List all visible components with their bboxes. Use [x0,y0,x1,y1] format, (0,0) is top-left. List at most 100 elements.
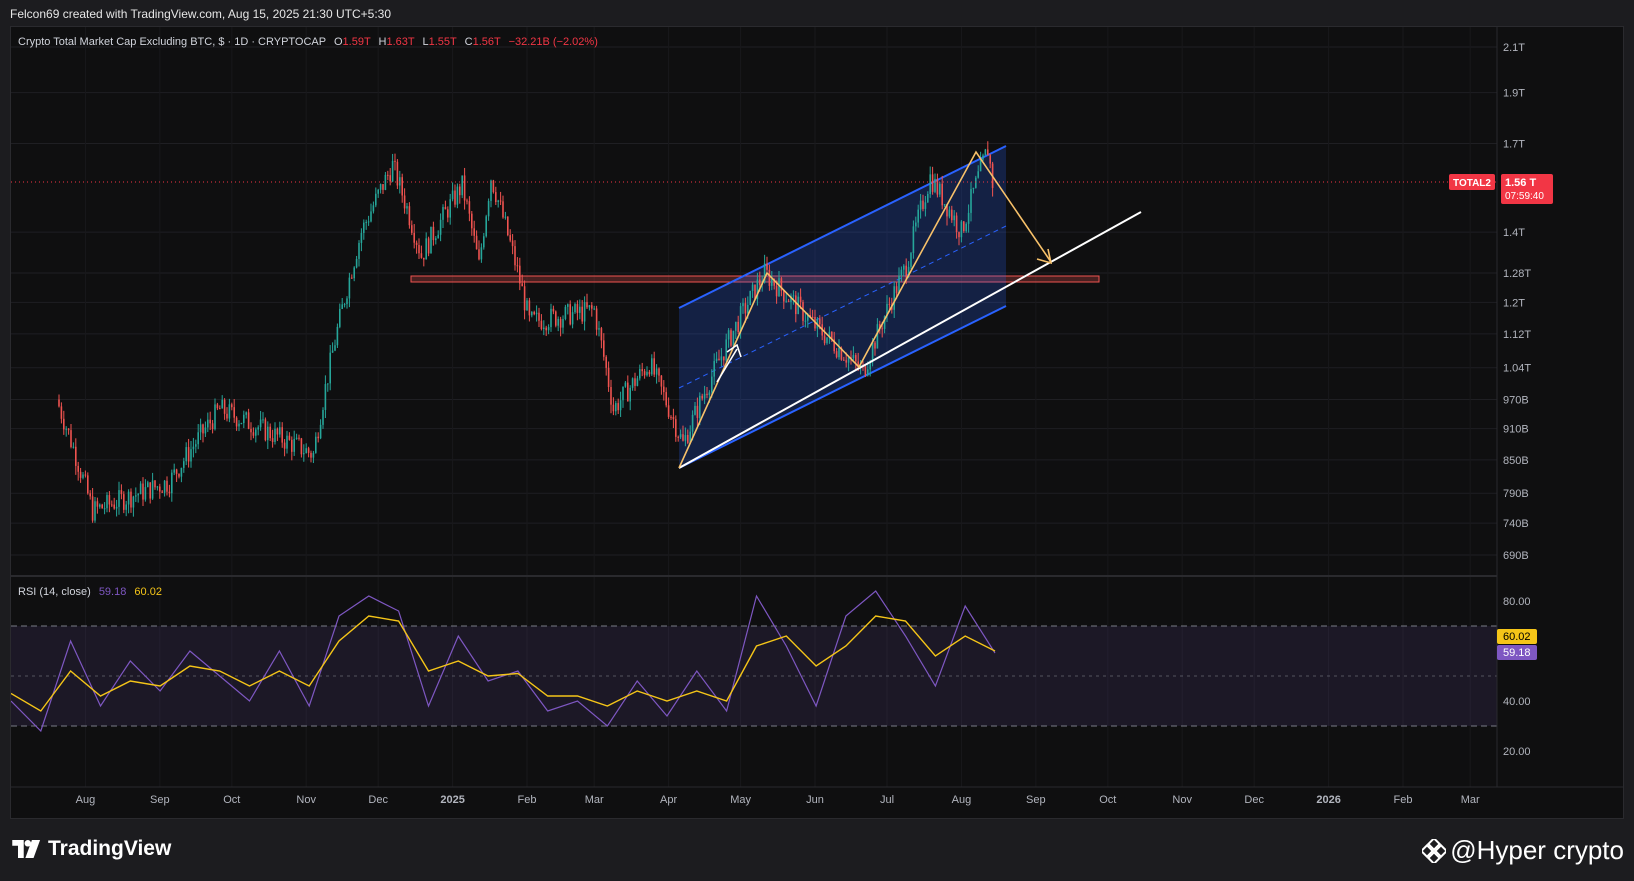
candle-body [279,427,281,435]
candle-body [264,419,267,441]
candle-body [766,263,768,270]
legend-change: −32.21B (−2.02%) [509,36,598,48]
chart-svg[interactable]: 2.1T 1.9T 1.7T 1.4T 1.28T 1.2T 1.12T 1.04T 970B 9… [10,27,1623,818]
candle-body [574,304,576,313]
candle-body [87,475,89,494]
candle-body [147,482,149,488]
candle-body [689,431,691,443]
candle-body [922,200,924,209]
candle-body [58,399,60,407]
candle-body [94,501,96,521]
price-tick-label: 1.04T [1503,363,1531,375]
candle-body [555,311,557,326]
candle-body [910,253,912,267]
candle-body [65,428,67,430]
candle-body [670,416,672,418]
candle-body [84,474,87,476]
candle-body [130,491,132,508]
candle-body [209,419,211,424]
candle-body [528,300,531,316]
candle-body [72,446,75,448]
candle-body [411,225,413,233]
candle-body [699,395,701,418]
candle-body [696,405,699,418]
candle-body [718,358,720,361]
resistance-zone[interactable] [410,275,1100,283]
candle-body [804,320,807,322]
rsi-tags: 60.02 59.18 [1497,629,1537,660]
candle-body [238,423,240,427]
candle-body [370,211,372,222]
candle-body [838,347,840,358]
legend-title: Crypto Total Market Cap Excluding BTC, $… [18,36,326,48]
candle-body [682,434,684,441]
candle-body [665,392,667,406]
candle-body [943,204,946,206]
candle-body [360,232,363,243]
candle-body [639,369,641,379]
candle-body [379,184,382,190]
candle-body [771,279,773,286]
legend-c-value: 1.56T [473,36,501,48]
time-tick-label: Feb [518,794,537,806]
candle-body [183,461,185,468]
candle-body [106,495,108,509]
candle-body [751,284,754,291]
candle-body [250,428,252,433]
time-axis[interactable]: Aug Sep Oct Nov Dec 2025 Feb Mar Apr May Jun Jul Aug… [76,794,1480,806]
candle-body [317,436,319,439]
candle-body [569,304,571,325]
legend-c-label: C [465,36,473,48]
candle-body [497,200,499,202]
candle-body [223,399,226,414]
candle-body [139,483,142,495]
candle-body [732,330,735,346]
candle-body [982,155,984,160]
candle-body [420,253,423,258]
candle-body [643,371,646,376]
time-tick-label: Nov [296,794,316,806]
rsi-value-tag: 59.18 [1503,647,1531,659]
channel-upper-line[interactable] [678,145,1007,309]
candle-body [291,439,293,452]
candle-body [307,448,310,453]
candle-body [581,306,583,322]
candle-body [135,495,137,497]
candle-body [951,209,953,221]
candle-body [401,177,403,196]
tradingview-logo[interactable]: TradingView [12,837,171,861]
candle-body [123,494,125,510]
candle-body [540,320,543,329]
rsi-axis[interactable]: 80.00 40.00 20.00 [1503,596,1531,758]
candle-body [334,345,336,351]
candle-body [823,335,826,344]
candle-body [977,171,979,178]
candle-body [727,330,730,340]
candle-body [583,302,586,322]
price-tag[interactable]: TOTAL2 1.56 T 07:59:40 [1449,174,1553,204]
candle-body [166,480,168,492]
candle-body [312,452,315,458]
candle-body [523,286,526,311]
price-axis[interactable]: 2.1T 1.9T 1.7T 1.4T 1.28T 1.2T 1.12T 1.04T 970B 9… [1503,42,1531,562]
candle-body [634,378,636,386]
channel-lower-line[interactable] [678,305,1007,469]
candle-body [543,327,545,329]
candle-body [70,430,72,447]
zigzag-pattern[interactable] [678,150,1052,469]
chart-frame[interactable]: 2.1T 1.9T 1.7T 1.4T 1.28T 1.2T 1.12T 1.04T 970B 9… [10,26,1624,819]
candle-body [713,361,715,377]
rsi-tick-label: 80.00 [1503,596,1531,608]
support-trendline[interactable] [678,211,1142,469]
candle-body [507,216,509,236]
candle-body [533,311,535,315]
candle-body [843,359,845,361]
candle-body [463,175,466,201]
candle-body [161,491,163,493]
candle-body [456,186,459,205]
binance-diamond-icon [1422,838,1447,863]
candle-body [931,174,934,192]
candle-body [125,504,127,510]
candle-body [190,449,192,462]
candle-body [929,174,931,194]
